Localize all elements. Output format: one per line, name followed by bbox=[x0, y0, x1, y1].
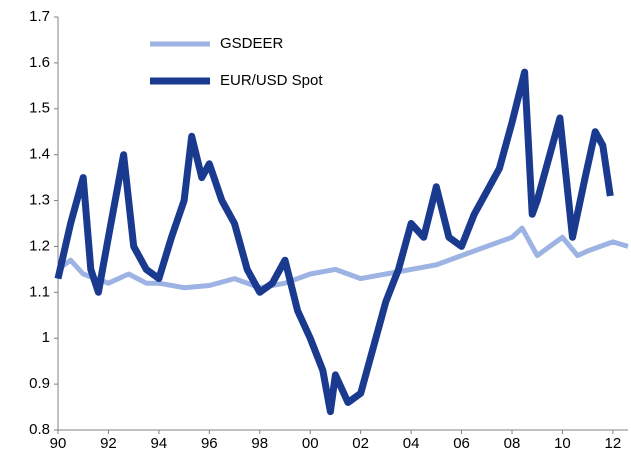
y-tick-label: 0.9 bbox=[29, 375, 50, 392]
y-tick-label: 1.2 bbox=[29, 237, 50, 254]
y-tick-label: 1.4 bbox=[29, 146, 50, 163]
series-line bbox=[56, 225, 629, 291]
legend-label: EUR/USD Spot bbox=[220, 72, 323, 89]
x-tick-label: 00 bbox=[302, 435, 319, 452]
x-tick-label: 92 bbox=[100, 435, 117, 452]
y-tick-label: 1.6 bbox=[29, 54, 50, 71]
y-tick-label: 1.5 bbox=[29, 100, 50, 117]
y-tick-label: 1.7 bbox=[29, 8, 50, 25]
x-tick-label: 96 bbox=[201, 435, 218, 452]
x-tick-label: 08 bbox=[504, 435, 521, 452]
x-tick-label: 10 bbox=[554, 435, 571, 452]
x-tick-label: 04 bbox=[403, 435, 420, 452]
y-tick-label: 1 bbox=[42, 329, 50, 346]
x-tick-label: 06 bbox=[453, 435, 470, 452]
x-tick-label: 90 bbox=[50, 435, 67, 452]
series-line bbox=[54, 68, 614, 416]
y-tick-label: 0.8 bbox=[29, 421, 50, 438]
legend-label: GSDEER bbox=[220, 35, 284, 52]
y-tick-label: 1.1 bbox=[29, 283, 50, 300]
x-tick-label: 98 bbox=[251, 435, 268, 452]
x-tick-label: 02 bbox=[352, 435, 369, 452]
x-tick-label: 94 bbox=[151, 435, 168, 452]
x-tick-label: 12 bbox=[605, 435, 622, 452]
y-tick-label: 1.3 bbox=[29, 192, 50, 209]
